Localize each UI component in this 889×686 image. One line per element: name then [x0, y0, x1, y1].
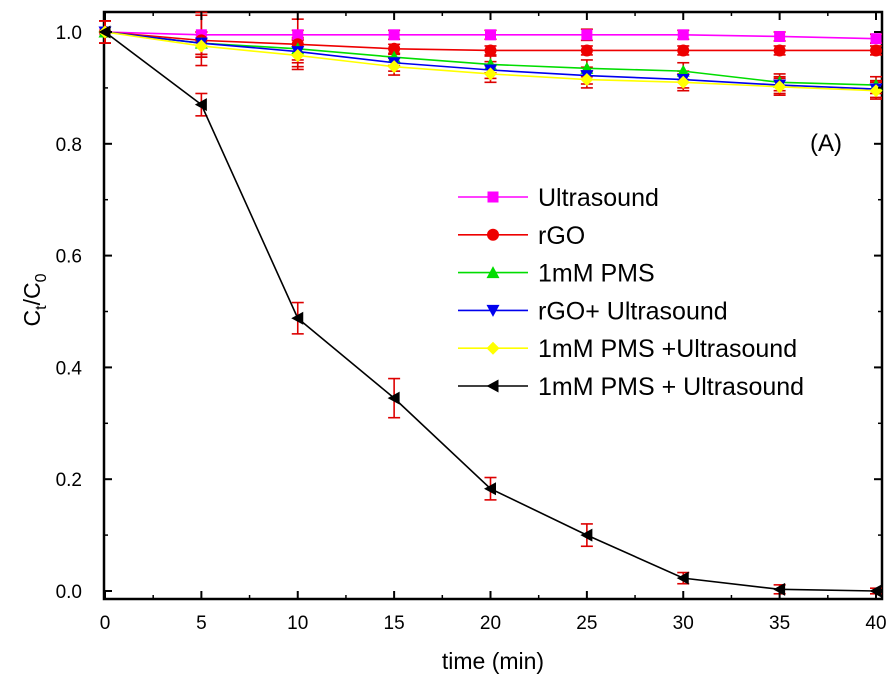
- x-axis-title: time (min): [442, 648, 544, 674]
- legend-label: 1mM PMS + Ultrasound: [538, 373, 804, 401]
- data-point: [870, 44, 882, 57]
- legend-marker: [487, 228, 499, 241]
- legend-entry: 1mM PMS + Ultrasound: [458, 373, 804, 401]
- y-tick-label: 0.4: [56, 358, 83, 379]
- data-point: [194, 39, 208, 53]
- data-point: [676, 75, 690, 89]
- y-axis-title: Ct/C0: [19, 273, 50, 326]
- data-point: [773, 582, 786, 596]
- y-tick-label: 0.8: [56, 135, 82, 156]
- data-point: [291, 311, 304, 325]
- legend-marker: [486, 304, 500, 317]
- data-point: [580, 44, 593, 57]
- y-tick-label: 0.0: [56, 582, 82, 603]
- data-point: [676, 571, 689, 585]
- data-point: [484, 44, 497, 57]
- x-tick-label: 30: [673, 613, 694, 634]
- y-axis-title-main: C: [19, 310, 45, 327]
- y-axis-title-sub2: 0: [33, 273, 50, 282]
- data-point: [388, 29, 400, 41]
- legend: Ultrasound rGO 1mM PMS rGO+ Ultrasound 1mM P…: [458, 184, 804, 401]
- data-point: [388, 42, 401, 55]
- data-point: [581, 29, 593, 41]
- x-tick-label: 25: [576, 613, 597, 634]
- data-point: [677, 44, 690, 57]
- legend-entry: rGO+ Ultrasound: [458, 297, 728, 325]
- legend-label: rGO+ Ultrasound: [538, 297, 728, 325]
- data-point: [291, 48, 305, 62]
- data-point: [387, 391, 400, 405]
- y-axis-title-sub1: t: [33, 305, 50, 310]
- x-tick-label: 0: [100, 613, 111, 634]
- y-tick-label: 0.2: [56, 470, 82, 491]
- data-point: [484, 67, 497, 81]
- legend-entry: 1mM PMS: [458, 260, 655, 288]
- data-point: [676, 64, 690, 77]
- data-point: [773, 80, 787, 94]
- axis-tick-labels: 0 5 10 15 20 25 30 35 40 0.0 0.2 0.4 0.6 0.8 1.0: [56, 23, 887, 634]
- y-tick-label: 0.6: [56, 247, 82, 268]
- data-point: [773, 44, 786, 57]
- data-point: [484, 482, 496, 496]
- legend-label: 1mM PMS: [538, 260, 655, 288]
- x-tick-label: 20: [480, 613, 501, 634]
- x-tick-label: 10: [287, 613, 308, 634]
- data-point: [870, 33, 882, 45]
- data-point: [774, 30, 786, 42]
- data-point: [194, 98, 207, 112]
- x-tick-label: 35: [769, 613, 790, 634]
- legend-label: 1mM PMS +Ultrasound: [538, 335, 797, 363]
- legend-label: rGO: [538, 222, 585, 250]
- data-point: [387, 60, 401, 74]
- legend-marker: [486, 341, 500, 355]
- legend-entry: 1mM PMS +Ultrasound: [458, 335, 797, 363]
- data-point: [292, 29, 304, 41]
- data-point: [677, 29, 689, 41]
- x-tick-label: 5: [196, 613, 207, 634]
- data-point: [580, 528, 593, 542]
- x-tick-label: 15: [384, 613, 405, 634]
- legend-label: Ultrasound: [538, 184, 659, 212]
- legend-marker: [486, 266, 500, 279]
- data-point: [485, 29, 496, 41]
- plot-frame: [102, 10, 884, 601]
- legend-marker: [487, 191, 499, 203]
- error-bars: [99, 11, 882, 595]
- panel-label: (A): [810, 130, 842, 157]
- legend-marker: [486, 379, 499, 393]
- legend-entry: Ultrasound: [458, 184, 659, 212]
- x-tick-label: 40: [865, 613, 886, 634]
- y-tick-label: 1.0: [56, 23, 82, 44]
- legend-entry: rGO: [458, 222, 585, 250]
- data-point: [580, 73, 594, 87]
- series-6: [98, 25, 882, 598]
- y-axis-title-mid: /C: [19, 282, 45, 305]
- axis-ticks: [104, 12, 882, 599]
